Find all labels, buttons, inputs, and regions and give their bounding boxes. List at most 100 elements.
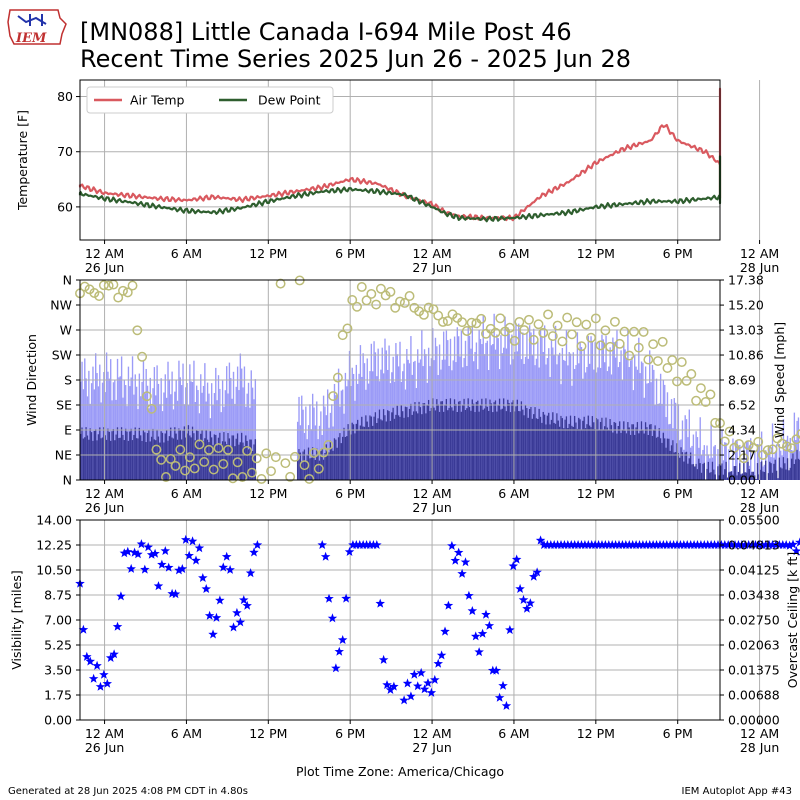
visibility-point	[232, 607, 242, 617]
wind-direction-point	[438, 317, 448, 327]
direction-tick-label: S	[64, 373, 72, 388]
wind-gust-bar	[724, 442, 726, 480]
wind-speed-axis-label: Wind Speed [mph]	[772, 322, 787, 438]
wind-speed-bar	[590, 427, 592, 480]
wind-gust-bar	[355, 364, 358, 480]
wind-direction-point	[213, 443, 224, 454]
wind-direction-point	[199, 457, 210, 467]
wind-gust-bar	[750, 438, 752, 480]
wind-gust-bar	[131, 356, 134, 480]
wind-direction-point	[581, 319, 592, 330]
wind-speed-bar	[788, 470, 790, 480]
wind-speed-bar	[211, 437, 213, 480]
wind-speed-bar	[509, 412, 512, 480]
visibility-point	[78, 624, 89, 634]
wind-gust-bar	[253, 399, 255, 480]
wind-speed-bar	[698, 458, 700, 480]
wind-gust-bar	[130, 377, 132, 480]
wind-speed-bar	[490, 403, 493, 480]
wind-direction-point	[796, 429, 800, 439]
x-tick-label: 12 AM	[412, 486, 451, 501]
wind-gust-bar	[228, 362, 231, 480]
speed-tick-label: 0.00	[728, 473, 756, 488]
wind-speed-bar	[691, 464, 693, 480]
wind-gust-bar	[346, 386, 348, 480]
wind-speed-bar	[669, 450, 671, 480]
x-tick-label: 6 AM	[171, 726, 202, 741]
wind-speed-bar	[408, 408, 411, 480]
wind-speed-bar	[228, 438, 231, 480]
wind-speed-bar	[714, 474, 716, 480]
wind-speed-bar	[550, 419, 553, 480]
wind-speed-bar	[721, 463, 723, 480]
wind-speed-bar	[135, 438, 138, 480]
wind-speed-bar	[640, 421, 643, 480]
wind-speed-bar	[724, 469, 726, 480]
x-tick-label: 12 AM	[412, 726, 451, 741]
wind-direction-point	[156, 454, 167, 465]
wind-speed-bar	[209, 431, 212, 480]
x-tick-label: 6 PM	[335, 726, 365, 741]
wind-speed-bar	[212, 444, 214, 480]
wind-speed-bar	[432, 398, 434, 480]
ceiling-tick-label: 0.05500	[728, 513, 780, 528]
wind-direction-point	[337, 330, 348, 341]
x-tick-label: 12 AM	[740, 486, 779, 501]
wind-gust-bar	[180, 385, 183, 480]
wind-gust-bar	[606, 371, 609, 480]
wind-direction-point	[194, 439, 205, 450]
wind-gust-bar	[670, 399, 673, 480]
wind-speed-bar	[777, 478, 779, 480]
visibility-point	[464, 590, 474, 600]
wind-direction-point	[246, 467, 257, 478]
visibility-tick-label: 1.75	[44, 688, 72, 703]
wind-direction-point	[566, 329, 577, 340]
wind-gust-bar	[186, 382, 188, 480]
wind-gust-bar	[350, 385, 352, 480]
wind-speed-bar	[337, 437, 340, 480]
visibility-point	[385, 684, 396, 694]
wind-speed-bar	[80, 433, 82, 480]
wind-speed-bar	[396, 405, 398, 480]
wind-direction-point	[691, 395, 702, 406]
wind-speed-bar	[604, 426, 606, 480]
wind-speed-bar	[553, 422, 555, 480]
wind-speed-bar	[437, 404, 439, 480]
x-tick-label: 6 AM	[498, 246, 529, 261]
wind-speed-bar	[572, 426, 574, 480]
wind-gust-bar	[605, 335, 607, 480]
wind-direction-point	[738, 453, 749, 464]
wind-speed-bar	[146, 433, 149, 480]
wind-gust-bar	[780, 450, 782, 480]
wind-gust-bar	[500, 335, 502, 480]
visibility-point	[324, 593, 334, 603]
wind-direction-point	[786, 443, 797, 454]
wind-speed-bar	[508, 403, 510, 480]
wind-gust-bar	[639, 373, 641, 480]
wind-speed-bar	[505, 411, 508, 480]
wind-gust-bar	[598, 341, 600, 480]
wind-direction-point	[285, 471, 296, 482]
wind-direction-point	[170, 460, 181, 471]
wind-speed-bar	[471, 399, 474, 480]
legend-air-temp-label: Air Temp	[130, 93, 185, 108]
wind-speed-bar	[230, 445, 232, 480]
wind-speed-bar	[115, 434, 117, 480]
wind-speed-bar	[588, 425, 591, 480]
wind-speed-bar	[627, 422, 629, 480]
wind-gust-bar	[674, 402, 677, 480]
wind-speed-bar	[676, 443, 678, 480]
wind-direction-point	[557, 336, 568, 347]
wind-gust-bar	[230, 377, 232, 480]
ceiling-tick-label: 0.02063	[728, 638, 780, 653]
wind-speed-bar	[797, 458, 800, 480]
wind-speed-bar	[433, 407, 435, 480]
wind-gust-bar	[583, 348, 585, 480]
visibility-point	[474, 647, 484, 657]
visibility-point	[450, 555, 460, 565]
wind-gust-bar	[336, 395, 338, 480]
wind-speed-bar	[329, 440, 332, 480]
wind-direction-point	[103, 280, 114, 291]
wind-speed-bar	[455, 403, 457, 480]
wind-speed-bar	[583, 416, 585, 480]
